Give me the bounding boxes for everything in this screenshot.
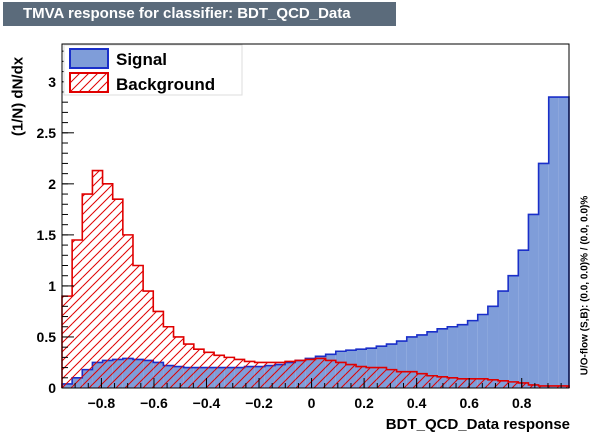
background-bin [427,375,438,388]
signal-bin [437,328,448,388]
background-bin [122,234,133,388]
overflow-note: U/O-flow (S,B): (0.0, 0.0)% / (0.0, 0.0)… [579,195,591,376]
y-axis-label: (1/N) dN/dx [9,56,27,137]
background-bin [538,385,549,388]
x-tick-label: −0.8 [88,395,116,411]
signal-bin [396,341,407,388]
background-bin [498,380,509,388]
signal-bin [528,214,539,388]
x-axis-label: BDT_QCD_Data response [385,416,570,433]
signal-bin [558,97,569,389]
legend-background-label: Background [116,75,215,94]
background-bin [102,183,113,388]
y-tick-label: 1 [48,278,56,294]
y-tick-label: 1.5 [37,227,57,243]
background-bin [345,364,357,388]
x-tick-label: 0 [308,395,316,411]
x-tick-label: 0.6 [459,395,479,411]
background-bin [457,378,468,388]
x-axis: −0.8 −0.6 −0.4 −0.2 0 0.2 0.4 0.6 0.8 [74,378,562,411]
chart-title: TMVA response for classifier: BDT_QCD_Da… [3,2,396,26]
signal-bin [386,344,397,388]
background-bin [274,362,286,388]
legend-signal-swatch [69,48,109,69]
background-bin [264,362,275,388]
y-tick-label: 2.5 [37,125,57,141]
background-bin [295,360,306,388]
signal-bin [457,324,468,388]
background-bin [366,367,377,388]
signal-bin [467,320,478,388]
background-bin [335,362,346,388]
background-bin [356,366,367,388]
background-bin [518,382,529,388]
signal-bin [447,326,458,388]
x-tick-label: −0.4 [193,395,221,411]
x-tick-label: 0.8 [512,395,532,411]
background-bin [132,265,144,388]
background-bin [528,384,539,388]
background-outline [61,169,570,388]
signal-bin [548,97,559,389]
legend-signal-label: Signal [116,50,167,69]
y-axis: 0 0.5 1 1.5 2 2.5 3 [37,50,74,396]
x-tick-label: 0.2 [354,395,374,411]
background-bin [173,336,184,388]
background-bin [305,359,316,388]
background-bin [62,296,73,388]
background-bin [153,311,164,388]
background-bin [244,361,255,388]
background-bin [467,378,478,388]
signal-bin [487,306,499,388]
signal-bin [406,336,417,388]
legend: Signal Background [63,44,243,96]
background-bin [487,379,499,388]
y-tick-label: 0.5 [37,329,57,345]
background-bin [548,385,559,388]
background-bin [376,367,387,388]
background-bin [143,291,154,388]
background-bin [315,358,326,388]
background-bin [447,377,458,388]
background-bin [386,369,397,388]
plot-frame [61,43,570,389]
background-bin [406,371,417,388]
background-bin [396,371,407,388]
background-bin [437,376,448,388]
signal-bin [477,314,488,388]
background-bin [508,381,519,388]
x-tick-label: −0.6 [140,395,168,411]
background-bin [92,170,103,388]
background-bin [72,239,83,388]
signal-bin [416,334,428,388]
background-bin [112,199,123,388]
background-bin [224,357,235,388]
x-tick-label: 0.4 [407,395,427,411]
background-bin [325,360,336,388]
background-bin [193,349,204,388]
background-bin [416,373,428,388]
background-bin [183,344,194,388]
signal-bin [518,250,529,388]
y-tick-label: 0 [48,380,56,396]
legend-background-swatch [69,72,109,93]
background-bin [203,352,215,388]
x-tick-label: −0.2 [245,395,273,411]
background-bin [558,385,569,388]
signal-bin [427,331,438,388]
background-bin [214,355,225,388]
signal-bin [498,291,509,388]
background-bin [234,359,245,388]
y-tick-label: 3 [48,74,56,90]
background-bin [285,361,296,388]
signal-bin [508,275,519,388]
background-bin [82,194,93,388]
signal-bin [538,163,549,388]
background-bin [163,326,174,388]
y-tick-label: 2 [48,176,56,192]
background-bin [254,362,265,388]
